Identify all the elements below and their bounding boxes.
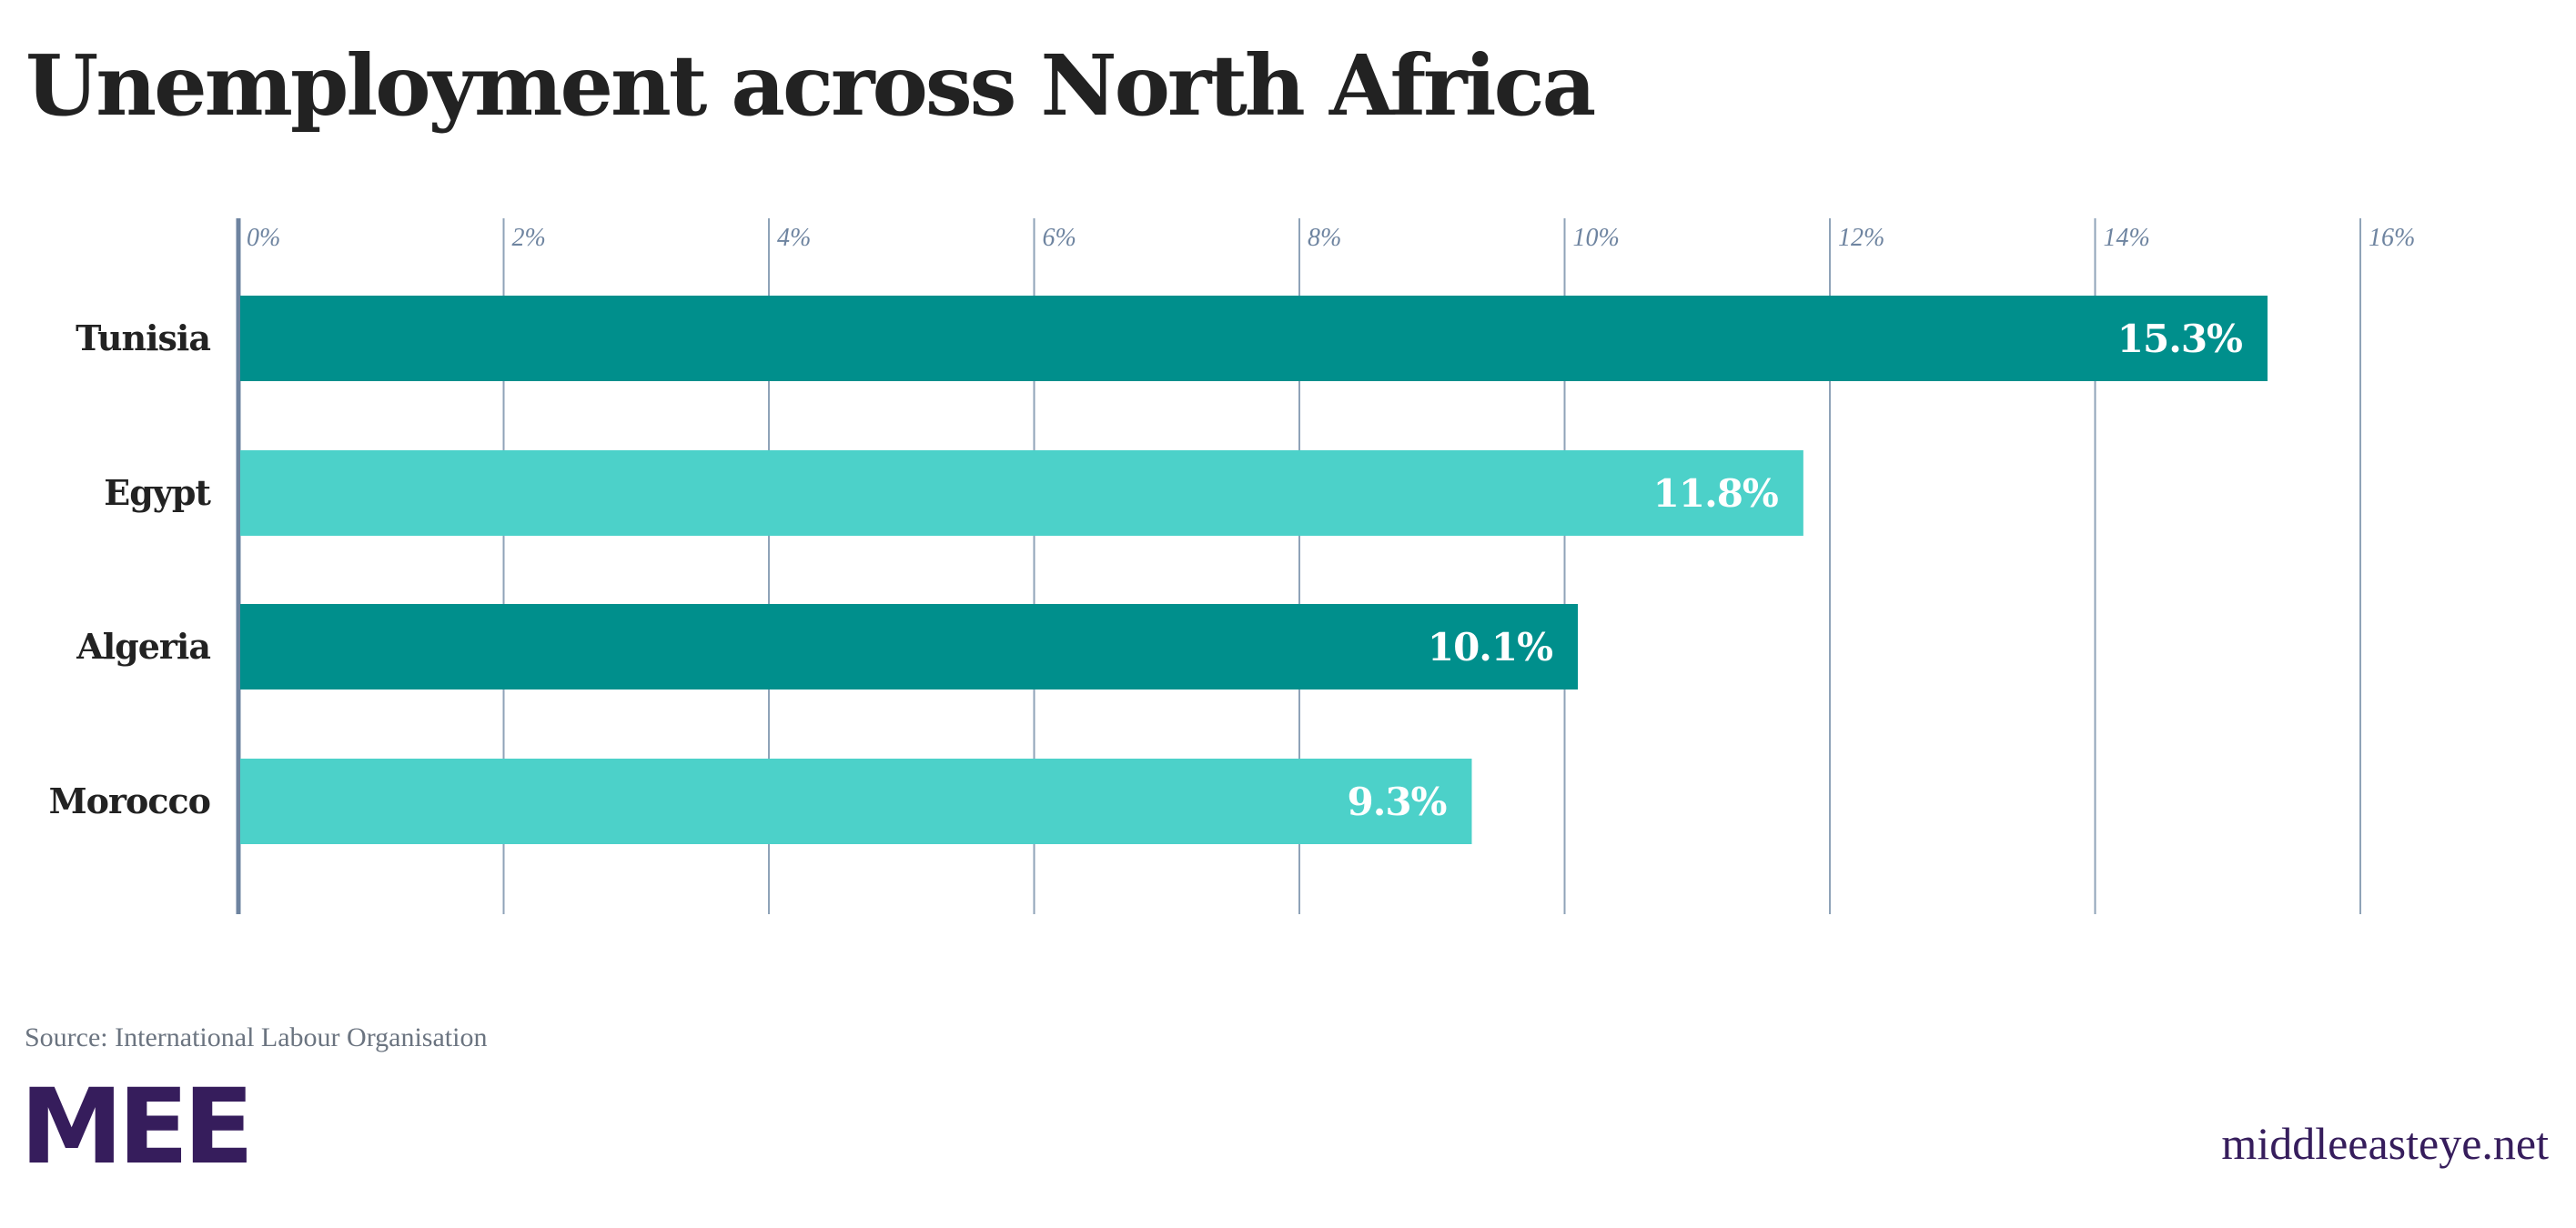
- data-label: 9.3%: [1347, 780, 1446, 824]
- x-tick-label: 8%: [1308, 224, 1341, 252]
- x-tick-label: 4%: [777, 224, 811, 252]
- x-tick-label: 10%: [1573, 224, 1620, 252]
- bar-egypt: [240, 450, 1803, 536]
- x-tick-label: 14%: [2104, 224, 2150, 252]
- x-tick-label: 2%: [512, 224, 546, 252]
- category-label: Tunisia: [76, 317, 210, 358]
- x-tick-label: 0%: [247, 224, 280, 252]
- bar-chart: 0% 2% 4% 6% 8% 10% 12% 14% 16% Tunisia 15.3% Egypt…: [49, 218, 2415, 914]
- data-label: 11.8%: [1653, 471, 1778, 516]
- category-label: Egypt: [104, 472, 211, 513]
- data-label: 10.1%: [1428, 625, 1552, 669]
- data-label: 15.3%: [2117, 317, 2242, 361]
- x-tick-label: 12%: [1838, 224, 1884, 252]
- category-label: Morocco: [49, 780, 210, 821]
- bar-algeria: [240, 604, 1579, 689]
- source-note: Source: International Labour Organisatio…: [25, 1022, 488, 1052]
- site-url: middleeasteye.net: [2221, 1118, 2549, 1169]
- category-label: Algeria: [76, 626, 210, 667]
- mee-logo: MEE: [20, 1066, 254, 1187]
- x-tick-label: 16%: [2369, 224, 2415, 252]
- bar-morocco: [240, 759, 1472, 844]
- chart-title: Unemployment across North Africa: [25, 36, 1596, 135]
- x-tick-label: 6%: [1043, 224, 1076, 252]
- bar-tunisia: [240, 296, 2268, 381]
